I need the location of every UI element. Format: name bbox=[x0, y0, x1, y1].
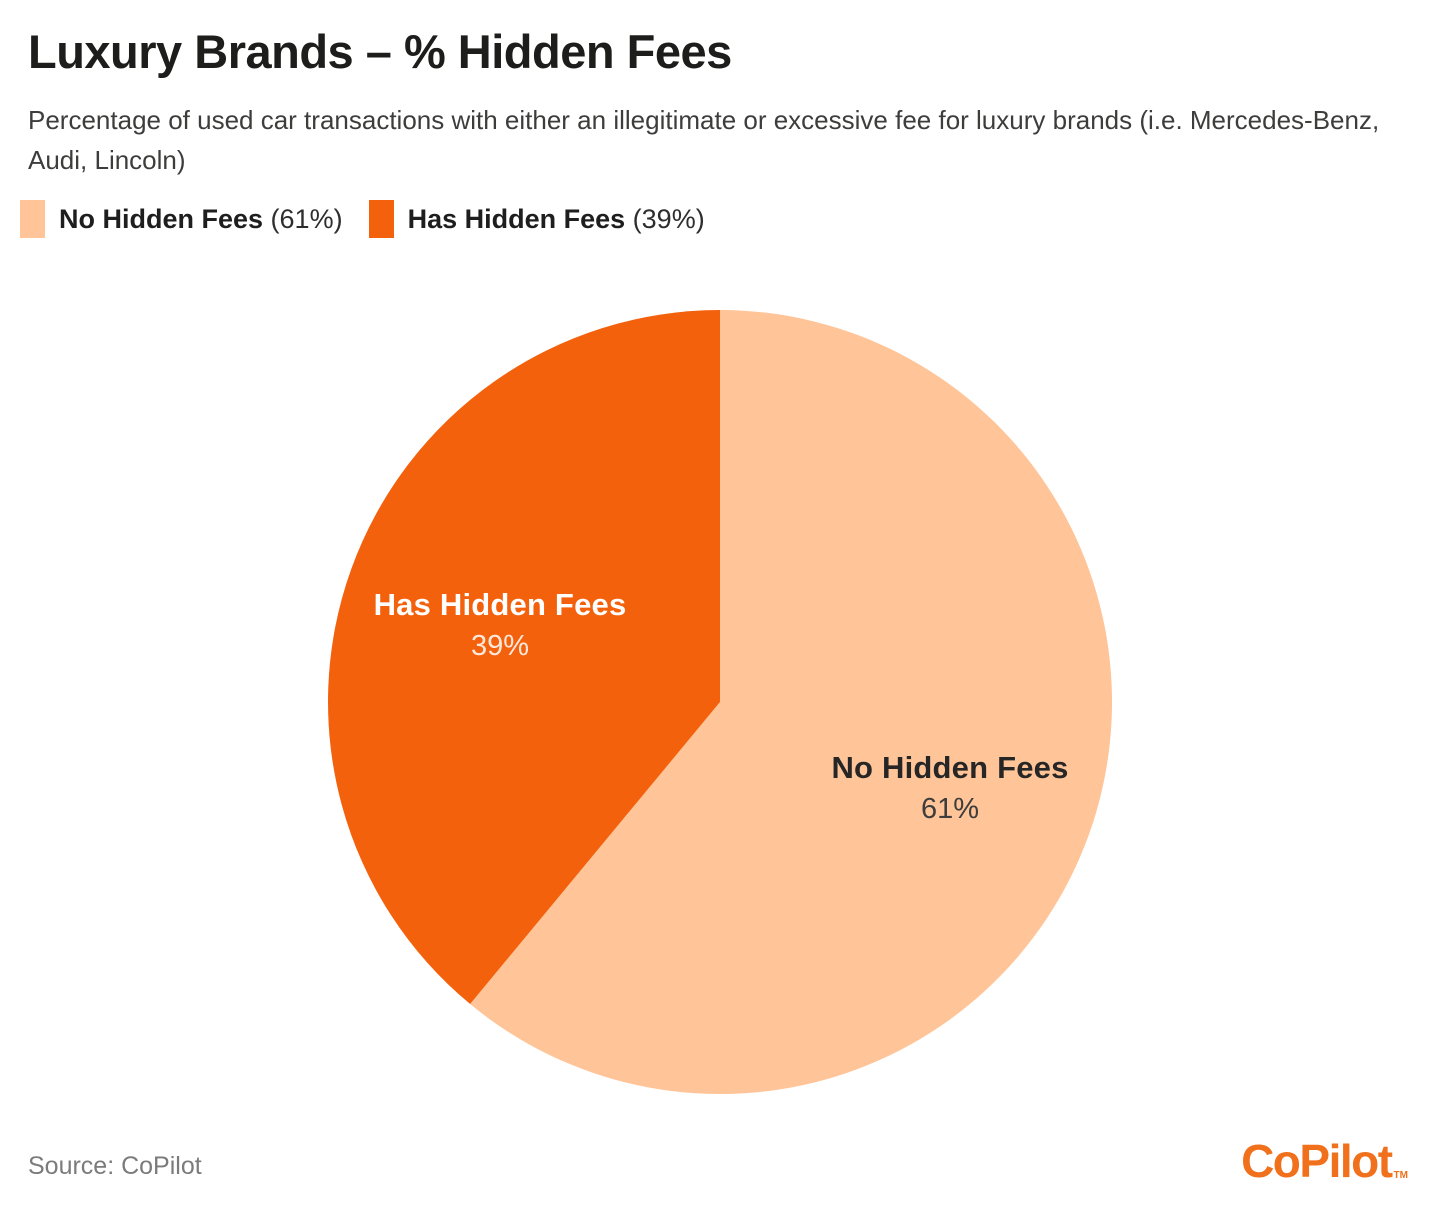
trademark-symbol: TM bbox=[1393, 1170, 1408, 1181]
legend-swatch-has-hidden-fees bbox=[368, 200, 394, 238]
page-title: Luxury Brands – % Hidden Fees bbox=[28, 25, 732, 78]
legend-item-has-hidden-fees: Has Hidden Fees (39%) bbox=[368, 200, 705, 238]
copilot-logo-text: CoPilot bbox=[1241, 1135, 1393, 1187]
legend-label-has-hidden-fees: Has Hidden Fees (39%) bbox=[407, 203, 705, 234]
copilot-logo: CoPilot TM bbox=[1241, 1134, 1408, 1188]
pie-slice-no-hidden-fees bbox=[470, 310, 1112, 1094]
pie-svg bbox=[328, 310, 1112, 1094]
legend-swatch-no-hidden-fees bbox=[20, 200, 45, 238]
legend-item-no-hidden-fees: No Hidden Fees (61%) bbox=[20, 200, 343, 238]
legend: No Hidden Fees (61%) Has Hidden Fees (39… bbox=[20, 200, 705, 238]
legend-label-no-hidden-fees: No Hidden Fees (61%) bbox=[59, 203, 343, 234]
pie-slice-has-hidden-fees bbox=[328, 310, 720, 1005]
pie-chart bbox=[328, 310, 1112, 1094]
page-subtitle: Percentage of used car transactions with… bbox=[28, 105, 1380, 175]
source-note: Source: CoPilot bbox=[28, 1152, 202, 1180]
